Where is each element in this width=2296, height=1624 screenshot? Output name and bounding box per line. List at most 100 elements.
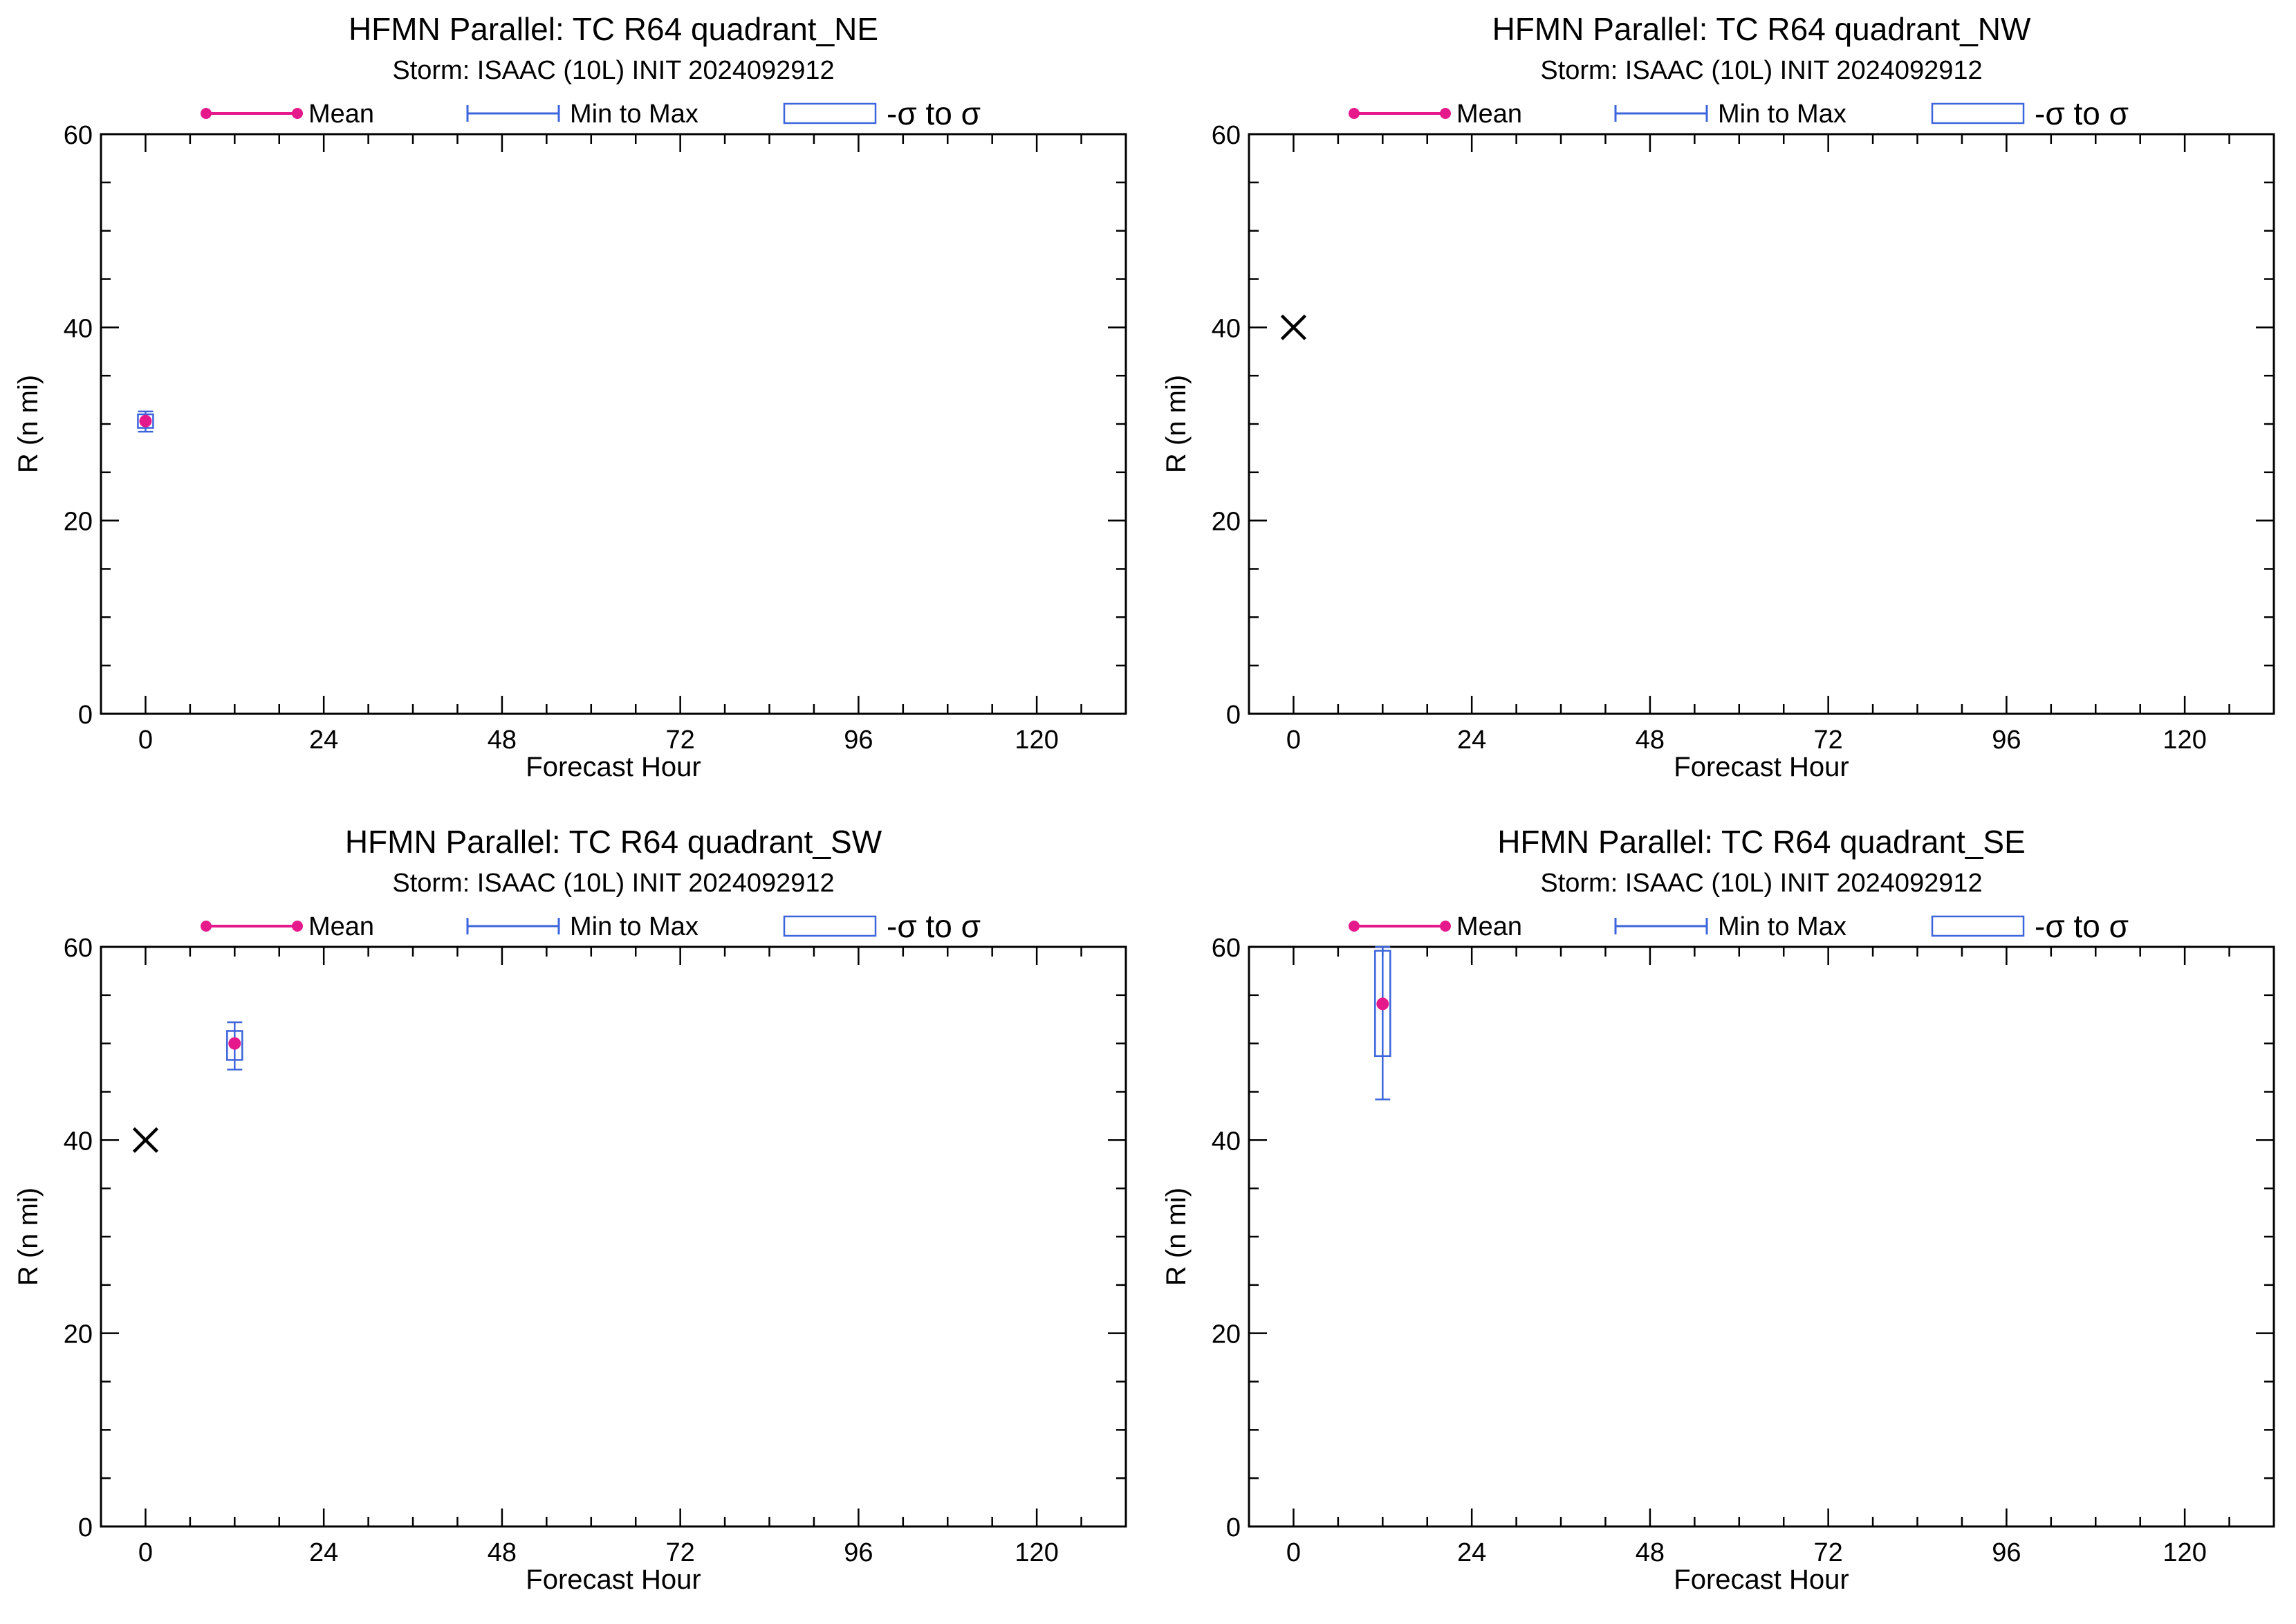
chart-legend: Mean Min to Max -σ to σ bbox=[201, 908, 981, 944]
observed-x-stroke-2 bbox=[1280, 314, 1307, 340]
mean-point bbox=[228, 1037, 241, 1050]
x-tick-label: 72 bbox=[666, 726, 695, 755]
plot-frame bbox=[1248, 945, 2275, 1528]
sigma-box bbox=[226, 1030, 243, 1061]
x-tick-label: 120 bbox=[1015, 1538, 1058, 1567]
y-tick-label: 0 bbox=[1226, 1513, 1241, 1542]
x-tick-label: 96 bbox=[1992, 726, 2021, 755]
x-tick-label: 96 bbox=[1992, 1538, 2021, 1567]
chart-title: HFMN Parallel: TC R64 quadrant_NW bbox=[1492, 11, 2031, 47]
y-tick-label: 20 bbox=[64, 508, 93, 537]
plot-frame bbox=[100, 945, 1127, 1528]
chart-legend: Mean Min to Max -σ to σ bbox=[201, 95, 981, 131]
legend-mean-dot-right bbox=[1440, 108, 1451, 119]
x-axis-label: Forecast Hour bbox=[526, 1565, 701, 1595]
legend-minmax-label: Min to Max bbox=[570, 100, 698, 129]
y-tick-label: 20 bbox=[1212, 1320, 1241, 1349]
chart-title: HFMN Parallel: TC R64 quadrant_NE bbox=[349, 11, 878, 47]
y-axis-label: R (n mi) bbox=[13, 375, 44, 473]
chart-title: HFMN Parallel: TC R64 quadrant_SW bbox=[345, 824, 882, 860]
legend-mean-dot-right bbox=[292, 921, 303, 932]
y-tick-label: 20 bbox=[64, 1320, 93, 1349]
y-axis-label: R (n mi) bbox=[1161, 1188, 1192, 1286]
y-axis-label: R (n mi) bbox=[1161, 375, 1192, 473]
legend-mean-dot-left bbox=[1349, 921, 1360, 932]
legend-sigma-label: -σ to σ bbox=[887, 95, 981, 131]
legend-mean-dot-left bbox=[201, 108, 212, 119]
x-tick-label: 24 bbox=[309, 1538, 338, 1567]
chart-panel-1: HFMN Parallel: TC R64 quadrant_NE Storm: … bbox=[13, 11, 1127, 782]
y-tick-label: 20 bbox=[1212, 508, 1241, 537]
y-tick-label: 40 bbox=[64, 314, 93, 343]
legend-minmax-label: Min to Max bbox=[1718, 100, 1846, 129]
observed-x-stroke-2 bbox=[132, 1127, 159, 1153]
plot-frame bbox=[1248, 133, 2275, 715]
x-tick-label: 72 bbox=[1814, 1538, 1843, 1567]
legend-mean-dot-right bbox=[292, 108, 303, 119]
legend-sigma-box bbox=[783, 915, 877, 937]
legend-minmax-label: Min to Max bbox=[1718, 912, 1846, 941]
sigma-box bbox=[137, 413, 154, 429]
forecast-stat-12h bbox=[226, 1021, 243, 1071]
chart-subtitle: Storm: ISAAC (10L) INIT 2024092912 bbox=[1540, 56, 1982, 85]
legend-sigma-box bbox=[1931, 915, 2025, 937]
x-tick-label: 120 bbox=[2163, 1538, 2206, 1567]
y-tick-label: 40 bbox=[1212, 314, 1241, 343]
y-tick-label: 0 bbox=[78, 1513, 93, 1542]
x-tick-label: 48 bbox=[1636, 726, 1665, 755]
legend-sigma-box bbox=[783, 102, 877, 124]
x-axis-label: Forecast Hour bbox=[526, 752, 701, 782]
x-tick-label: 120 bbox=[1015, 726, 1058, 755]
x-tick-label: 48 bbox=[488, 1538, 517, 1567]
x-axis-label: Forecast Hour bbox=[1674, 752, 1849, 782]
x-tick-label: 24 bbox=[1457, 1538, 1486, 1567]
legend-mean-dot-right bbox=[1440, 921, 1451, 932]
chart-title: HFMN Parallel: TC R64 quadrant_SE bbox=[1497, 824, 2026, 860]
x-tick-label: 72 bbox=[666, 1538, 695, 1567]
observed-marker bbox=[1280, 314, 1307, 340]
legend-mean-label: Mean bbox=[1456, 100, 1522, 129]
y-tick-label: 40 bbox=[64, 1127, 93, 1156]
legend-mean-dot-left bbox=[1349, 108, 1360, 119]
x-tick-label: 48 bbox=[1636, 1538, 1665, 1567]
x-tick-label: 0 bbox=[138, 1538, 153, 1567]
x-tick-label: 96 bbox=[844, 1538, 873, 1567]
observed-marker bbox=[132, 1127, 159, 1153]
x-tick-label: 0 bbox=[1286, 726, 1301, 755]
x-tick-label: 72 bbox=[1814, 726, 1843, 755]
y-tick-label: 0 bbox=[1226, 701, 1241, 730]
forecast-stat-12h bbox=[1374, 945, 1391, 1100]
forecast-stat-0h bbox=[137, 410, 154, 433]
y-tick-label: 60 bbox=[1212, 934, 1241, 963]
y-tick-label: 0 bbox=[78, 701, 93, 730]
x-tick-label: 48 bbox=[488, 726, 517, 755]
sigma-box bbox=[1374, 950, 1391, 1058]
legend-mean-label: Mean bbox=[308, 100, 374, 129]
chart-panel-2: HFMN Parallel: TC R64 quadrant_NW Storm: … bbox=[1161, 11, 2275, 782]
x-axis-label: Forecast Hour bbox=[1674, 1565, 1849, 1595]
chart-subtitle: Storm: ISAAC (10L) INIT 2024092912 bbox=[392, 56, 834, 85]
y-tick-label: 40 bbox=[1212, 1127, 1241, 1156]
legend-minmax-label: Min to Max bbox=[570, 912, 698, 941]
y-axis-label: R (n mi) bbox=[13, 1188, 44, 1286]
y-tick-label: 60 bbox=[1212, 121, 1241, 150]
legend-mean-dot-left bbox=[201, 921, 212, 932]
legend-mean-label: Mean bbox=[308, 912, 374, 941]
chart-panel-4: HFMN Parallel: TC R64 quadrant_SE Storm: … bbox=[1161, 824, 2275, 1595]
y-tick-label: 60 bbox=[64, 934, 93, 963]
legend-sigma-label: -σ to σ bbox=[887, 908, 981, 944]
chart-legend: Mean Min to Max -σ to σ bbox=[1349, 95, 2129, 131]
chart-panel-3: HFMN Parallel: TC R64 quadrant_SW Storm: … bbox=[13, 824, 1127, 1595]
x-tick-label: 24 bbox=[309, 726, 338, 755]
x-tick-label: 24 bbox=[1457, 726, 1486, 755]
chart-subtitle: Storm: ISAAC (10L) INIT 2024092912 bbox=[392, 869, 834, 898]
mean-point bbox=[1376, 997, 1389, 1011]
y-tick-label: 60 bbox=[64, 121, 93, 150]
x-tick-label: 0 bbox=[138, 726, 153, 755]
chart-legend: Mean Min to Max -σ to σ bbox=[1349, 908, 2129, 944]
chart-subtitle: Storm: ISAAC (10L) INIT 2024092912 bbox=[1540, 869, 1982, 898]
legend-sigma-box bbox=[1931, 102, 2025, 124]
legend-mean-label: Mean bbox=[1456, 912, 1522, 941]
x-tick-label: 96 bbox=[844, 726, 873, 755]
